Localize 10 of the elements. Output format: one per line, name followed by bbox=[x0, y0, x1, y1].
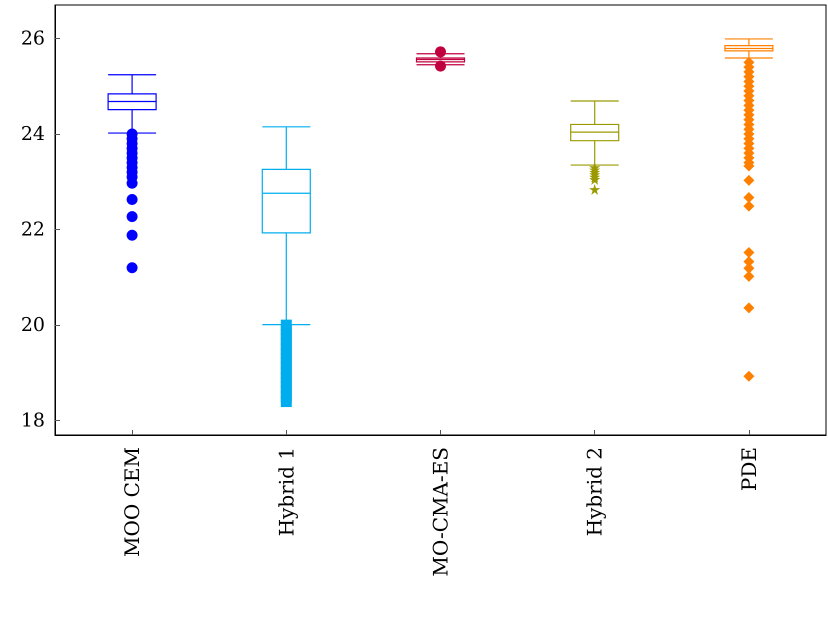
y-tick-label: 24 bbox=[20, 123, 45, 145]
x-tick-label: Hybrid 1 bbox=[274, 447, 298, 536]
y-tick-label: 22 bbox=[20, 218, 45, 241]
x-tick-label: PDE bbox=[736, 447, 761, 492]
y-tick-label: 26 bbox=[20, 27, 45, 50]
x-tick-label: MOO CEM bbox=[120, 447, 144, 558]
y-tick-label: 20 bbox=[20, 314, 45, 336]
x-tick-label: MO-CMA-ES bbox=[428, 447, 452, 577]
x-tick-label: Hybrid 2 bbox=[582, 447, 607, 536]
y-tick-label: 18 bbox=[20, 410, 45, 432]
